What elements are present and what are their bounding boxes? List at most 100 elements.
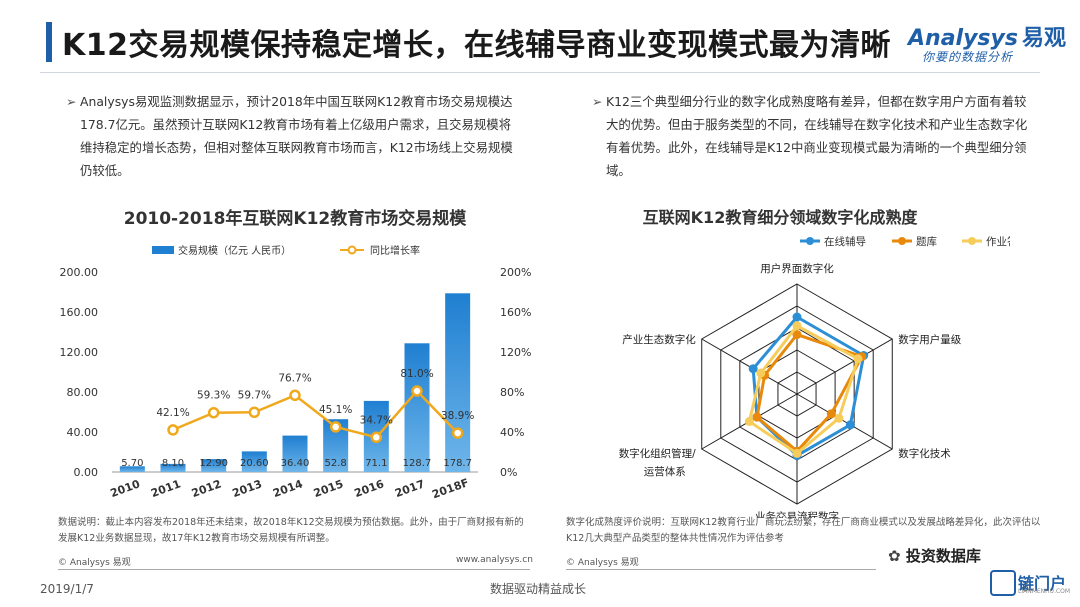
growth-rate-label: 59.7% [238,389,271,401]
growth-rate-point [329,421,342,433]
radar-legend-label: 在线辅导 [824,235,866,248]
growth-rate-label: 76.7% [278,372,311,384]
brand-watermark-sub: LIANMENHU.COM [1018,588,1071,595]
bar [119,466,145,472]
bullet-left-text: Analysys易观监测数据显示，预计2018年中国互联网K12教育市场交易规模… [80,94,513,178]
radar-spoke [796,338,893,395]
radar-legend-label: 题库 [916,235,937,248]
radar-axis-label: 产业生态数字化 [622,333,696,346]
y-left-tick-label: 80.00 [67,386,99,399]
x-tick-label: 2017 [393,477,426,500]
y-left-tick-label: 40.00 [67,426,99,439]
radar-chart-title: 互联网K12教育细分领域数字化成熟度 [642,208,918,227]
growth-rate-point [370,431,383,444]
bullet-right: ➢ K12三个典型细分行业的数字化成熟度略有差异，但都在数字用户方面有着较大的优… [592,90,1036,182]
bar-chart-bottom-rule [58,569,530,570]
bar-line-chart: 交易规模（亿元 人民币） 同比增长率 0.00 40.00 80.00 120.00 160… [60,244,532,501]
bar [241,451,267,472]
radar-chart-bottom-rule [566,569,876,570]
bullet-arrow-icon: ➢ [66,94,77,109]
radar-series-point [845,420,855,430]
legend-line-label: 同比增长率 [370,244,420,257]
y-right-tick-label: 40% [500,426,524,439]
bar-value-label: 20.60 [240,458,269,469]
y-right-tick-label: 160% [500,306,531,319]
x-tick-label: 2015 [312,477,345,500]
x-tick-label: 2014 [271,477,305,500]
radar-series-point [792,448,802,458]
radar-spoke [796,393,893,450]
growth-rate-point [248,406,261,419]
growth-rate-point [451,427,464,439]
x-tick-label: 2018F [430,476,470,501]
radar-legend-label: 作业答疑 [986,235,1010,248]
growth-rate-label: 38.9% [441,410,474,422]
bar [445,293,471,472]
logo-text: Analysys [908,26,1018,51]
bar [282,435,308,472]
growth-rate-label: 59.3% [197,390,230,402]
wechat-watermark: ✿ 投资数据库 [888,545,981,566]
radar-series-point [748,364,758,374]
radar-series-point [826,409,836,419]
radar-axis-label: 用户界面数字化 [760,262,834,275]
growth-rate-label: 81.0% [400,368,433,380]
bar-chart-title: 2010-2018年互联网K12教育市场交易规模 [123,209,467,229]
radar-series-point [756,368,766,378]
radar-series-point [834,413,844,423]
y-left-tick-label: 200.00 [60,266,99,279]
growth-rate-point [167,424,179,436]
bar-value-label: 52.8 [325,458,347,469]
radar-legend-marker [806,237,814,245]
radar-series-point [792,330,802,340]
logo-slogan: 你要的数据分析 [922,50,1014,64]
legend-line-marker [347,245,357,255]
bar-value-label: 8.10 [162,458,184,469]
y-left-tick-label: 0.00 [74,466,99,479]
x-tick-label: 2010 [109,477,143,500]
legend-bar-swatch [152,246,174,254]
x-tick-label: 2011 [149,477,182,500]
bar [201,459,227,472]
radar-axis-label: 数字化组织管理/运营体系 [619,447,696,478]
radar-axis-label: 数字用户量级 [898,333,961,346]
growth-rate-point [207,406,220,419]
footer-slogan: 数据驱动精益成长 [490,582,587,596]
y-right-tick-label: 120% [500,346,531,359]
x-tick-label: 2013 [231,477,264,500]
page-title: K12交易规模保持稳定增长，在线辅导商业变现模式最为清晰 [62,28,891,63]
bar-value-label: 71.1 [365,458,387,469]
bar-chart-note: 数据说明：截止本内容发布2018年还未结束，故2018年K12交易规模为预估数据… [58,517,524,544]
wechat-watermark-text: 投资数据库 [905,547,981,565]
y-left-tick-label: 120.00 [60,346,99,359]
growth-rate-label: 45.1% [319,404,352,416]
radar-chart-source-left: © Analysys 易观 [566,558,639,568]
radar-legend-marker [968,237,976,245]
header-divider [40,72,1040,73]
growth-rate-point [289,389,301,402]
radar-series-point [792,312,802,322]
footer-date: 2019/1/7 [40,582,94,596]
radar-series-point [752,412,762,422]
chain-logo-icon [990,570,1016,596]
bar-value-label: 36.40 [281,458,310,469]
y-left-tick-label: 160.00 [60,306,99,319]
bar [160,463,186,472]
y-right-tick-label: 200% [500,266,531,279]
analysys-logo: Analysys 易观 你要的数据分析 [908,20,1066,68]
bullet-right-text: K12三个典型细分行业的数字化成熟度略有差异，但都在数字用户方面有着较大的优势。… [606,94,1028,178]
radar-axis-label: 数字化技术 [898,447,951,460]
title-accent-bar [46,22,52,62]
radar-series-point [744,417,754,426]
growth-rate-label: 42.1% [156,407,189,419]
bullet-arrow-icon: ➢ [592,94,603,109]
x-tick-label: 2016 [353,477,387,500]
bar [404,343,430,472]
brand-watermark-text: 链门户 [1018,574,1067,593]
bar-value-label: 5.70 [121,458,143,469]
bar-chart-source-right: www.analysys.cn [456,555,533,565]
growth-rate-label: 34.7% [360,414,393,426]
logo-cn: 易观 [1021,26,1066,51]
radar-axis-label: 业务交易流程数字 [755,510,839,518]
page-number: 6 [1022,581,1029,594]
